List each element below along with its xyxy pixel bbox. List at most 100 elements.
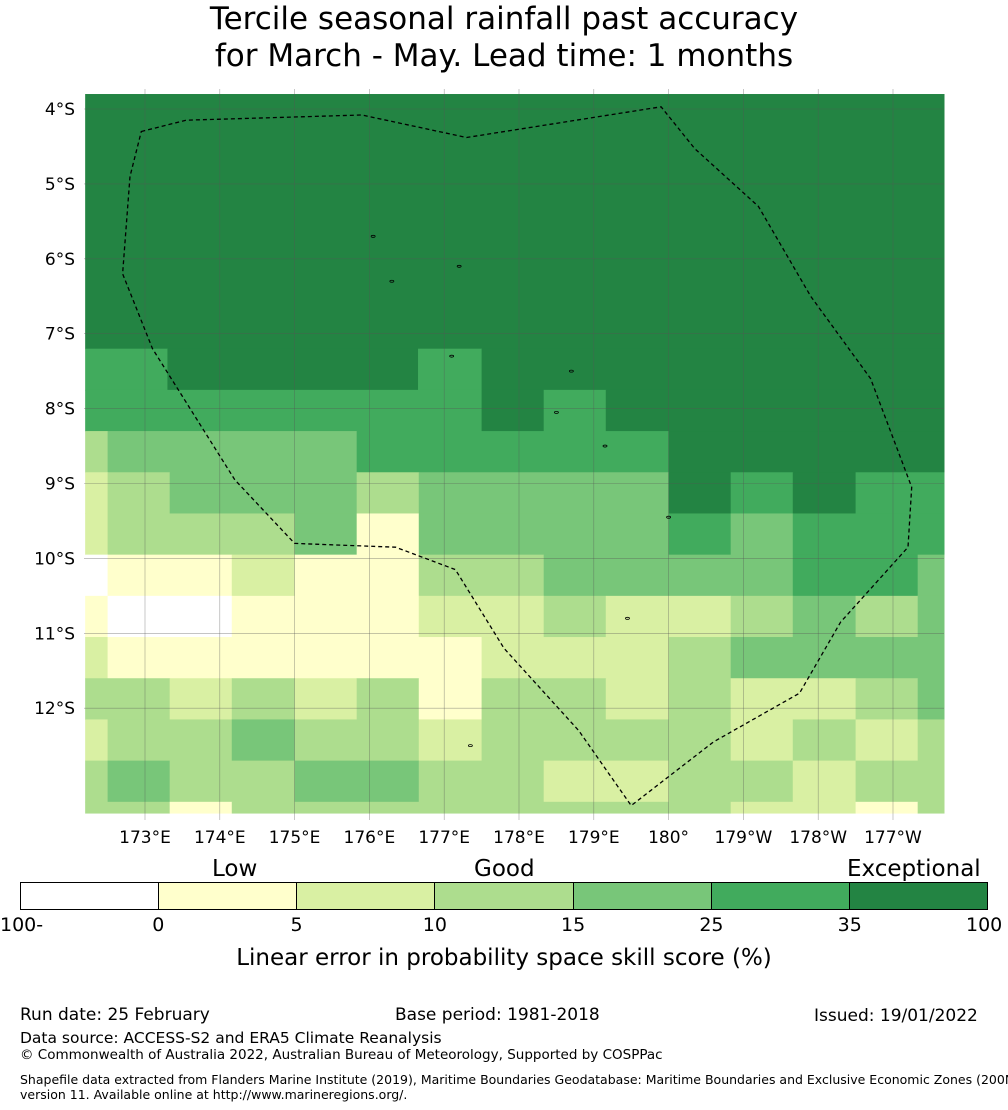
y-tick-label: 6°S [45,250,75,270]
grid-cell [792,513,945,556]
grid-cell [855,801,919,814]
grid-cell [85,389,483,432]
grid-cell [855,760,945,803]
y-tick-label: 4°S [45,100,75,120]
grid-cell [481,637,670,679]
grid-cell [668,760,794,803]
colorbar-swatch [434,883,573,909]
grid-cell [294,554,420,597]
y-tick-label: 11°S [34,624,75,644]
grid-cell [418,719,483,762]
shapefile-credit-line1: Shapefile data extracted from Flanders M… [20,1072,1008,1087]
grid-cell [730,513,794,556]
map-title-line1: Tercile seasonal rainfall past accuracy [209,1,799,37]
colorbar-tick-label: 35 [837,914,862,936]
shapefile-credit-line2: version 11. Available online at http://w… [20,1087,408,1102]
grid-cell [418,513,670,556]
grid-cell [792,554,919,597]
grid-cell [481,389,545,432]
grid-cell [85,801,171,814]
grid-cell [418,554,545,597]
grid-cell [668,637,732,679]
grid-cell [85,94,945,350]
grid-cell [418,472,670,514]
skill-grid [85,94,945,814]
y-tick-label: 12°S [34,699,75,719]
colorbar-tick-label: 10 [422,914,447,936]
grid-cell [418,678,483,720]
grid-cell [107,595,233,638]
grid-cell [107,719,233,762]
grid-cell [169,472,358,514]
grid-cell [294,719,420,762]
grid-cell [107,513,296,556]
colorbar-tick-label: 15 [561,914,586,936]
grid-cell [730,678,857,720]
grid-cell [481,348,945,391]
grid-cell [169,678,233,720]
grid-cell [169,760,296,803]
grid-cell [792,595,857,638]
run-date: Run date: 25 February [20,1005,210,1025]
x-tick-label: 177°E [418,828,470,848]
grid-cell [356,513,420,556]
grid-cell [917,595,945,638]
island-outline [456,264,462,268]
grid-cell [107,472,171,514]
grid-cell [668,678,732,720]
grid-cell [668,431,945,473]
grid-cell [85,678,171,720]
y-tick-label: 9°S [45,475,75,495]
grid-cell [169,801,233,814]
y-axis-ticks: 4°S 5°S 6°S 7°S 8°S 9°S 10°S 11°S 12°S [34,100,75,719]
map-title-line2: for March - May. Lead time: 1 months [214,38,794,74]
grid-cell [107,554,233,597]
grid-cell [543,760,670,803]
island-outline [467,744,473,748]
colorbar-tick-label: 25 [699,914,724,936]
colorbar-category-good: Good [474,856,535,882]
x-tick-label: 173°E [119,828,171,848]
colorbar-axis-label: Linear error in probability space skill … [236,945,772,971]
grid-cell [668,513,732,556]
grid-cell [85,760,109,803]
data-source: Data source: ACCESS-S2 and ERA5 Climate … [20,1029,442,1047]
eez-boundary [121,106,913,807]
grid-cell [85,637,109,679]
grid-cell [855,678,919,720]
grid-cell [294,678,358,720]
colorbar-tick-label: -100 [0,914,44,936]
island-outline [554,410,559,414]
grid-cell [730,801,857,814]
graticule [84,89,944,820]
grid-cell [294,513,358,556]
grid-cell [481,678,607,720]
colorbar-category-exceptional: Exceptional [847,856,981,882]
grid-cell [792,472,857,514]
colorbar [20,882,988,910]
grid-cell [418,595,545,638]
colorbar-swatch [848,883,987,909]
grid-cell [85,554,109,597]
colorbar-swatch [296,883,435,909]
y-tick-label: 7°S [45,325,75,345]
x-tick-label: 179°E [568,828,620,848]
colorbar-category-low: Low [212,856,258,882]
colorbar-tick-label: 0 [152,914,165,936]
colorbar-tick-label: 5 [290,914,303,936]
grid-cell [730,472,794,514]
issued-date: Issued: 19/01/2022 [814,1006,978,1026]
grid-cell [85,595,109,638]
grid-cell [730,595,794,638]
island-outline [389,279,395,283]
colorbar-swatch [158,883,297,909]
grid-cell [605,678,670,720]
x-tick-label: 179°W [715,828,773,848]
grid-cell [917,719,945,762]
grid-cell [231,801,670,814]
grid-cell [85,431,109,473]
colorbar-tick-label: 100 [966,914,1003,936]
x-tick-label: 174°E [194,828,246,848]
grid-cell [668,472,732,514]
colorbar-swatch [572,883,711,909]
